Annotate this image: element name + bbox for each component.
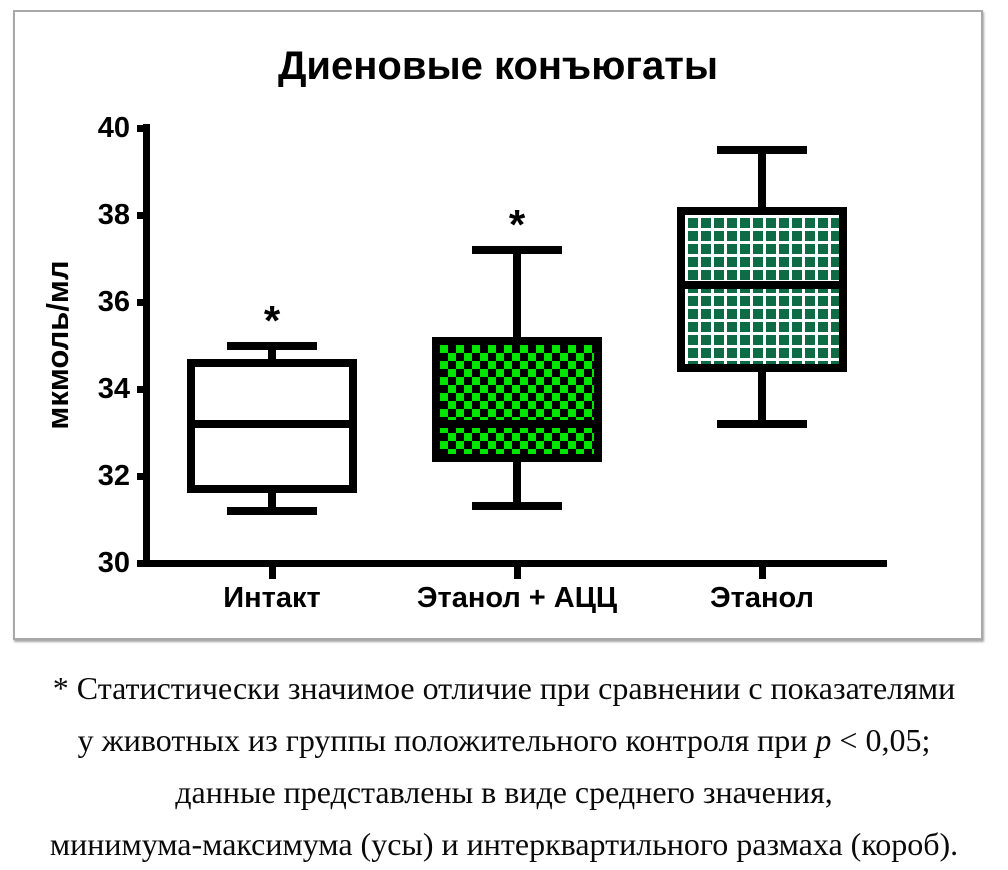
figure-caption: * Статистически значимое отличие при сра…: [0, 662, 1008, 870]
y-tick-label: 38: [97, 199, 130, 231]
caption-line-2-prefix: у животных из группы положительного конт…: [77, 722, 816, 758]
whisker-cap-bottom: [472, 502, 562, 510]
caption-line-2: у животных из группы положительного конт…: [0, 714, 1008, 766]
significance-asterisk: *: [508, 201, 526, 248]
y-axis-line: [143, 124, 150, 567]
whisker-stem-top: [513, 250, 521, 341]
y-tick-label: 34: [97, 373, 130, 405]
median-line: [193, 420, 351, 428]
y-tick-label: 36: [97, 286, 130, 318]
whisker-cap-top: [472, 246, 562, 254]
whisker-cap-bottom: [227, 507, 317, 515]
caption-line-3: данные представлены в виде среднего знач…: [175, 774, 833, 810]
y-tick: [137, 212, 150, 219]
y-tick: [137, 560, 150, 567]
caption-p-italic: p: [815, 722, 832, 758]
category-label: Этанол + АЦЦ: [416, 582, 618, 614]
whisker-stem-top: [268, 346, 276, 363]
caption-line-4: минимума-максимума (усы) и интерквартиль…: [49, 826, 959, 862]
median-line: [683, 281, 841, 289]
y-tick-label: 32: [97, 460, 130, 492]
x-tick: [759, 567, 766, 579]
chart-title: Диеновые конъюгаты: [277, 44, 719, 88]
significance-asterisk: *: [263, 297, 281, 344]
box-body: [677, 207, 847, 372]
caption-line-1: * Статистически значимое отличие при сра…: [52, 670, 956, 706]
y-tick: [137, 386, 150, 393]
whisker-stem-bottom: [513, 459, 521, 507]
y-tick-label: 30: [97, 547, 130, 579]
y-tick: [137, 473, 150, 480]
category-label: Этанол: [710, 582, 814, 614]
whisker-cap-top: [717, 146, 807, 154]
x-tick: [269, 567, 276, 579]
whisker-stem-bottom: [268, 489, 276, 511]
median-line: [438, 420, 596, 428]
x-axis-line: [137, 560, 887, 567]
category-label: Интакт: [223, 582, 321, 614]
whisker-cap-top: [227, 342, 317, 350]
caption-line-2-suffix: < 0,05;: [831, 722, 931, 758]
x-tick: [514, 567, 521, 579]
y-tick-label: 40: [97, 112, 130, 144]
whisker-cap-bottom: [717, 420, 807, 428]
whisker-stem-bottom: [758, 367, 766, 424]
y-tick: [137, 125, 150, 132]
whisker-stem-top: [758, 150, 766, 211]
y-tick: [137, 299, 150, 306]
box-body: [432, 337, 602, 462]
